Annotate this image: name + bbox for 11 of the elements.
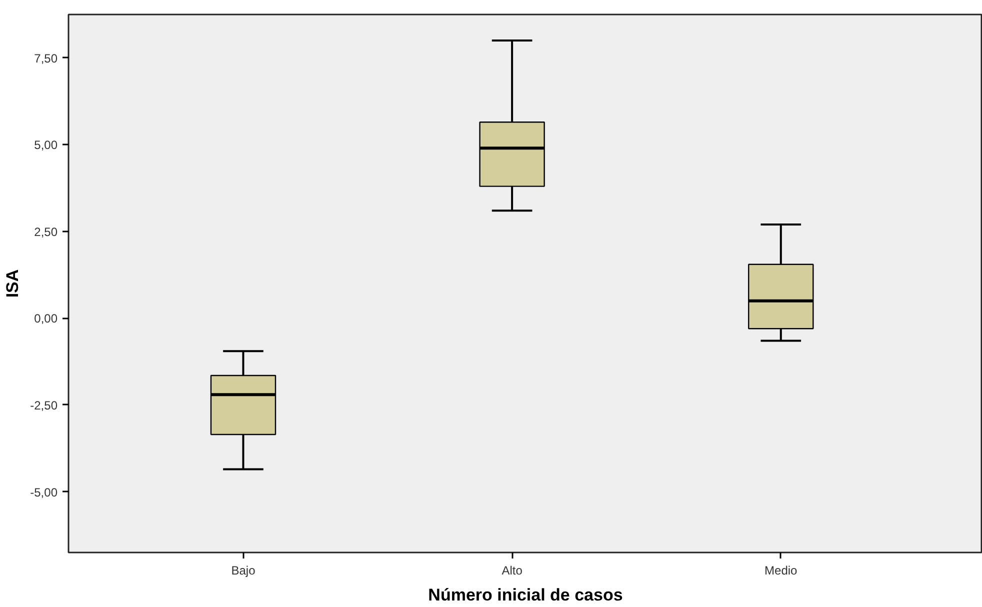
y-tick-label: 7,50 bbox=[34, 51, 58, 66]
y-tick-label: 0,00 bbox=[34, 312, 58, 326]
x-axis-title: Número inicial de casos bbox=[428, 586, 623, 604]
x-tick-label: Bajo bbox=[231, 564, 256, 578]
y-tick-label: -2,50 bbox=[30, 398, 58, 412]
y-tick-label: 5,00 bbox=[34, 138, 58, 152]
x-tick-label: Medio bbox=[764, 564, 798, 578]
y-tick-label: 2,50 bbox=[34, 224, 58, 239]
x-tick-label: Alto bbox=[502, 564, 523, 578]
y-axis-title: ISA bbox=[3, 269, 22, 298]
y-tick-label: -5,00 bbox=[30, 485, 58, 500]
